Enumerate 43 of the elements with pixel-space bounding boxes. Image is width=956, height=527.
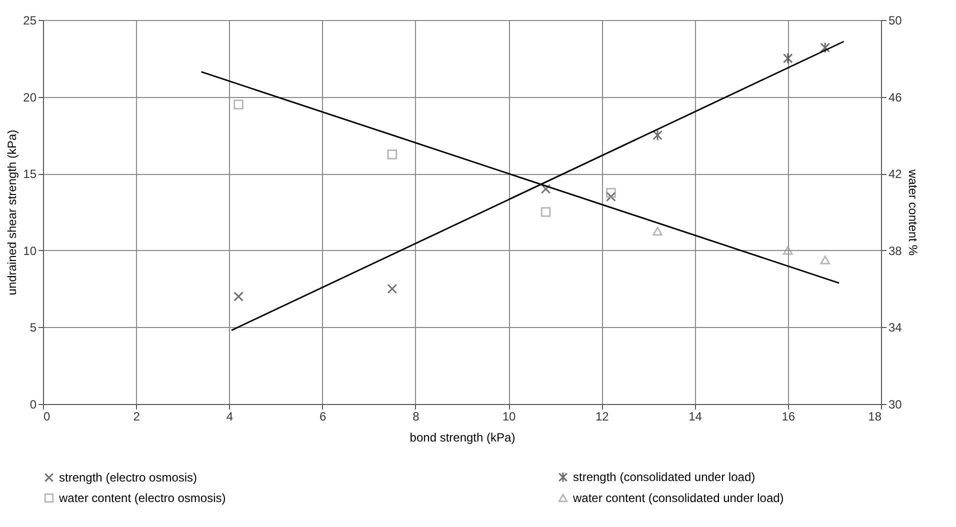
x-tick-label: 14: [688, 410, 702, 424]
point: [782, 246, 793, 255]
y-tick-label: 5: [30, 320, 37, 335]
x-tick-label: 0: [44, 410, 50, 424]
x-axis-title: bond strength (kPa): [410, 430, 516, 444]
x-tick-label: 6: [319, 410, 326, 424]
point: [234, 292, 244, 302]
point: [387, 149, 398, 160]
legend-label: strength (electro osmosis): [59, 470, 198, 485]
y-tick-label: 20: [23, 90, 37, 104]
point: [540, 184, 551, 194]
point: [387, 284, 398, 294]
point: [820, 256, 830, 264]
x-tick-label: 8: [412, 410, 420, 424]
y2-tick-label: 38: [888, 244, 902, 258]
x-tick-label: 18: [868, 410, 882, 424]
x-tick-label: 12: [595, 410, 610, 424]
y2-tick-label: 50: [888, 14, 902, 28]
y-tick-label: 25: [23, 14, 37, 28]
y2-tick-label: 30: [888, 398, 902, 412]
y2-tick-label: 46: [888, 90, 902, 104]
y2-tick-label: 42: [888, 167, 902, 182]
x-tick-label: 10: [502, 410, 516, 424]
point: [652, 226, 662, 236]
x-tick-label: 16: [782, 410, 796, 424]
x-tick-label: 2: [133, 410, 140, 424]
y2-axis-title: water content %: [906, 168, 920, 256]
y-tick-label: 10: [23, 244, 37, 258]
point: [606, 192, 616, 202]
y-axis-title: undrained shear strength (kPa): [5, 130, 20, 296]
legend-label: water content (electro osmosis): [58, 491, 226, 505]
point: [782, 52, 793, 64]
point: [606, 188, 616, 198]
x-tick-label: 4: [226, 410, 234, 424]
y-tick-label: 0: [30, 398, 37, 412]
point: [540, 207, 551, 217]
y2-tick-label: 34: [888, 320, 902, 335]
y-tick-label: 15: [23, 167, 37, 182]
legend-label: water content (consolidated under load): [572, 491, 784, 505]
legend-label: strength (consolidated under load): [573, 470, 756, 484]
point: [652, 129, 662, 141]
point: [820, 42, 830, 54]
point: [234, 100, 244, 110]
